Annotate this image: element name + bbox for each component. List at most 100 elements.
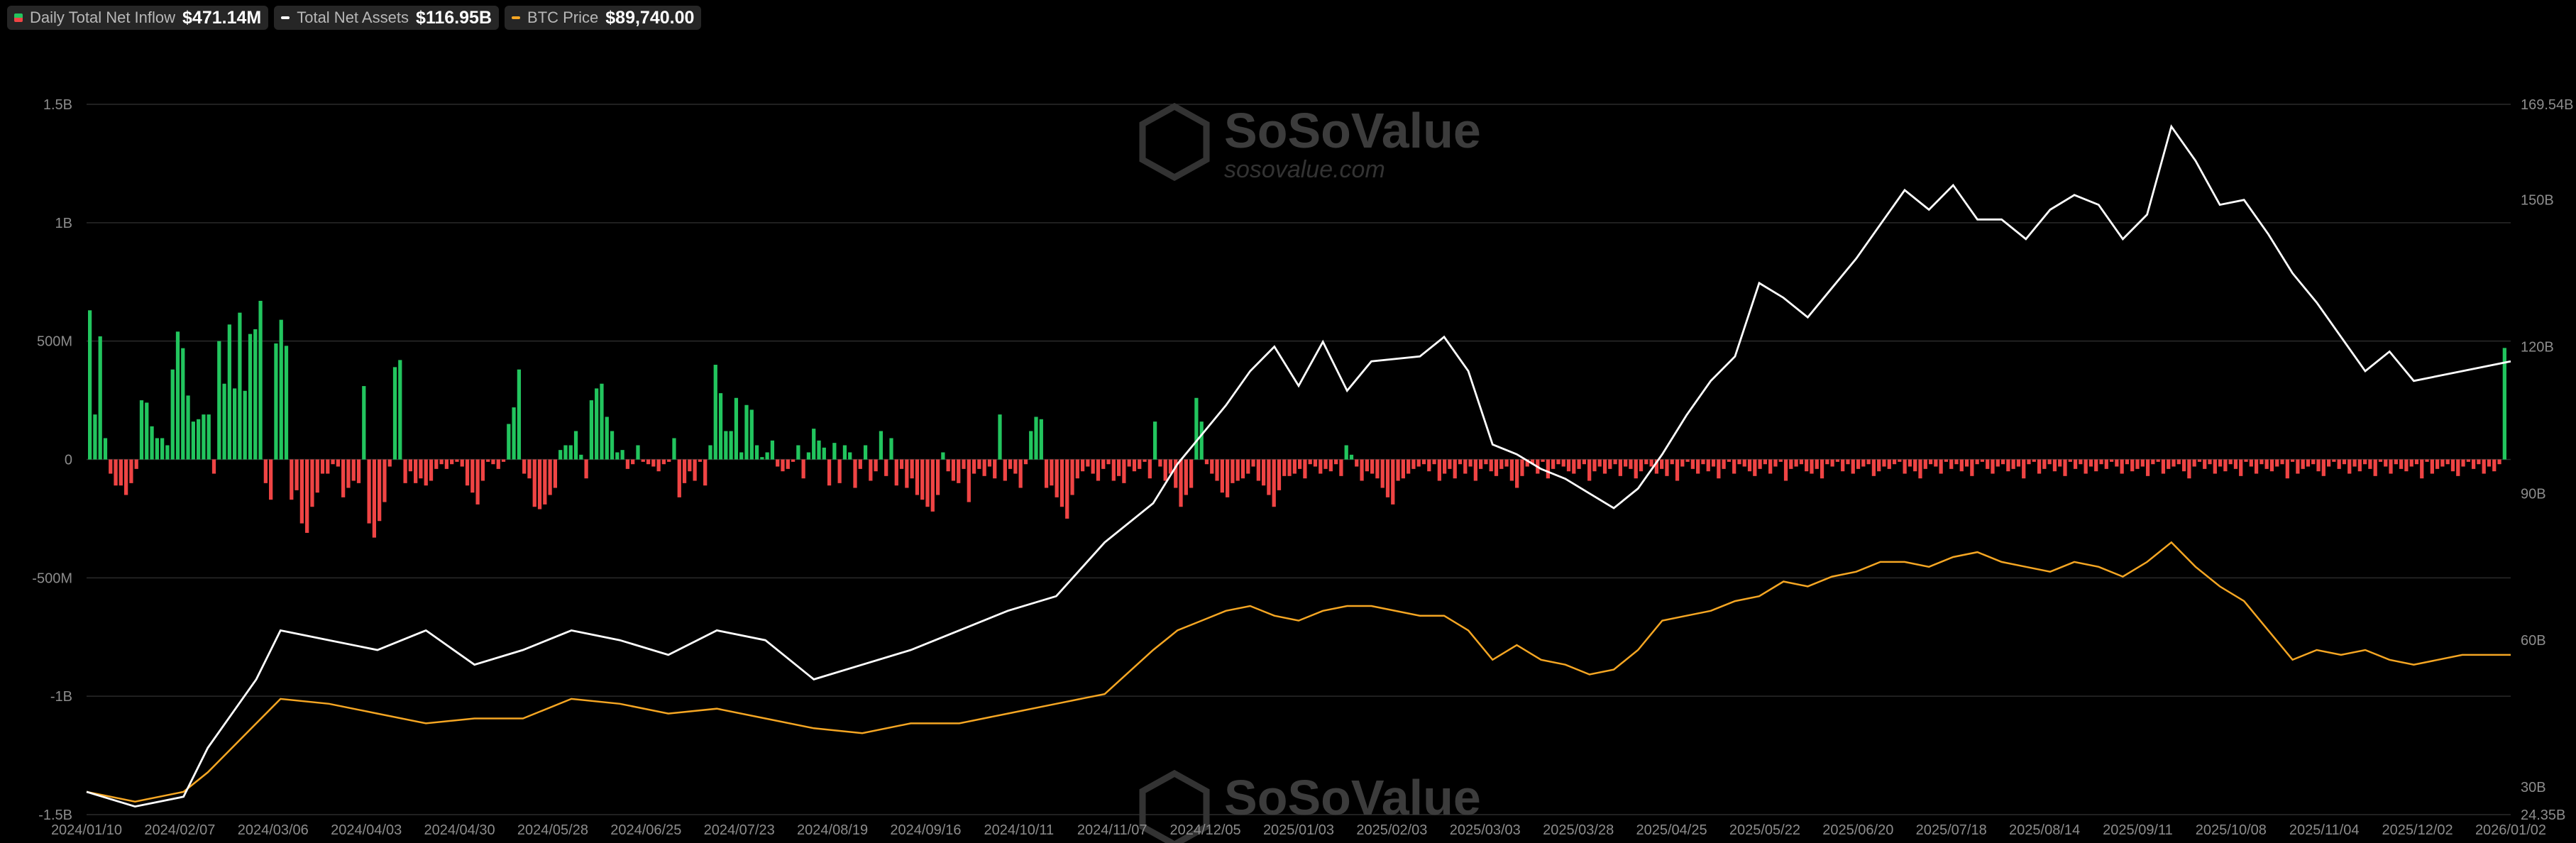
inflow-bar	[1127, 459, 1131, 467]
inflow-bar	[315, 459, 319, 493]
x-tick-label: 2025/08/14	[2009, 822, 2080, 838]
watermark-url: sosovalue.com	[1224, 156, 1385, 183]
inflow-bar	[1737, 459, 1741, 465]
inflow-bar	[2068, 459, 2072, 462]
y-left-tick-label: -1.5B	[38, 808, 72, 823]
inflow-bar	[233, 388, 237, 460]
inflow-bar	[1385, 459, 1390, 497]
inflow-bar	[475, 459, 480, 505]
inflow-bar	[739, 452, 744, 460]
inflow-bar	[2466, 459, 2470, 462]
inflow-bar	[1939, 459, 1943, 474]
inflow-bar	[1799, 459, 1804, 465]
inflow-bar	[1903, 459, 1907, 474]
inflow-bar	[1277, 459, 1282, 490]
inflow-bar	[2016, 459, 2021, 467]
inflow-bar	[512, 407, 516, 460]
inflow-bar	[1323, 459, 1328, 469]
inflow-bar	[827, 459, 832, 486]
y-right-tick-label: 24.35B	[2521, 808, 2565, 823]
inflow-bar	[770, 440, 775, 460]
inflow-bar	[1059, 459, 1064, 507]
inflow-bar	[1292, 459, 1297, 474]
inflow-bar	[2290, 459, 2295, 462]
inflow-bar	[460, 459, 464, 467]
inflow-bar	[1665, 459, 1669, 476]
inflow-bar	[1034, 417, 1038, 460]
inflow-bar	[1091, 459, 1095, 474]
inflow-bar	[1722, 459, 1726, 469]
inflow-bar	[331, 459, 335, 465]
inflow-bar	[688, 459, 692, 472]
inflow-bar	[129, 459, 133, 483]
inflow-bar	[1158, 459, 1162, 467]
x-tick-label: 2024/11/07	[1077, 822, 1147, 838]
y-left-tick-label: 1.5B	[43, 97, 72, 113]
x-tick-label: 2024/03/06	[238, 822, 309, 838]
inflow-bar	[1866, 459, 1871, 465]
inflow-bar	[279, 319, 283, 460]
inflow-bar	[2285, 459, 2289, 479]
y-left-tick-label: 500M	[37, 334, 72, 350]
inflow-bar	[367, 459, 371, 524]
inflow-bar	[724, 431, 728, 460]
inflow-bar	[444, 459, 449, 469]
inflow-bar	[1313, 459, 1318, 467]
inflow-bar	[651, 459, 656, 467]
inflow-bar	[155, 438, 159, 460]
inflow-bar	[1427, 459, 1431, 472]
inflow-bar	[967, 459, 971, 502]
inflow-bar	[419, 459, 423, 479]
inflow-bar	[1892, 459, 1897, 465]
inflow-bar	[2430, 459, 2434, 474]
inflow-bar	[1013, 459, 1018, 474]
inflow-bar	[1717, 459, 1721, 479]
x-tick-label: 2025/05/22	[1729, 822, 1800, 838]
inflow-bar	[2321, 459, 2325, 476]
inflow-bar	[848, 452, 852, 460]
inflow-bar	[1644, 459, 1648, 465]
watermark-brand: SoSoValue	[1224, 103, 1481, 158]
inflow-bar	[1613, 459, 1617, 465]
inflow-bar	[610, 431, 615, 460]
inflow-bar	[863, 445, 868, 460]
inflow-bar	[636, 445, 640, 460]
inflow-bar	[656, 459, 661, 472]
inflow-bar	[1163, 459, 1167, 481]
inflow-bars	[88, 300, 2506, 538]
inflow-bar	[682, 459, 687, 483]
inflow-bar	[496, 459, 500, 469]
legend-item-btc-price[interactable]: BTC Price $89,740.00	[505, 6, 702, 30]
legend-item-net-assets[interactable]: Total Net Assets $116.95B	[274, 6, 500, 30]
inflow-bar	[2104, 459, 2108, 469]
inflow-bar	[1541, 459, 1545, 462]
inflow-bar	[1572, 459, 1576, 474]
inflow-bar	[729, 431, 733, 460]
inflow-bar	[1308, 459, 1312, 465]
inflow-bar	[2032, 459, 2036, 462]
inflow-bar	[957, 459, 961, 483]
inflow-bar	[2378, 459, 2383, 462]
inflow-bar	[1934, 459, 1938, 467]
inflow-bar	[1841, 459, 1845, 472]
inflow-bar	[2394, 459, 2398, 465]
inflow-bar	[1365, 459, 1369, 472]
inflow-bar	[2362, 459, 2367, 465]
inflow-bar	[263, 459, 268, 483]
inflow-bar	[1851, 459, 1855, 474]
inflow-bar	[1303, 459, 1307, 479]
inflow-bar	[600, 383, 604, 460]
inflow-bar	[661, 459, 666, 465]
inflow-bar	[238, 312, 242, 460]
inflow-bar	[310, 459, 314, 507]
legend-item-daily-inflow[interactable]: Daily Total Net Inflow $471.14M	[7, 6, 269, 30]
x-tick-label: 2025/03/03	[1450, 822, 1521, 838]
inflow-bar	[646, 459, 651, 465]
inflow-bar	[941, 452, 945, 460]
inflow-bar	[1344, 445, 1348, 460]
inflow-bar	[1240, 459, 1245, 479]
inflow-bar	[2502, 348, 2506, 460]
inflow-bar	[760, 457, 764, 460]
inflow-bar	[2011, 459, 2015, 469]
